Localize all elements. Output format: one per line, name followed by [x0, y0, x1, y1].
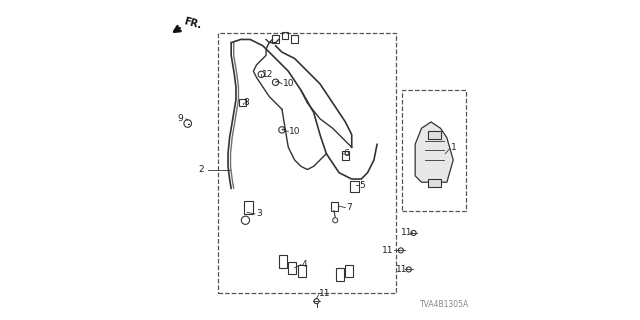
- Text: 7: 7: [346, 203, 352, 212]
- Text: 11: 11: [381, 246, 393, 255]
- Polygon shape: [428, 179, 440, 187]
- Text: 4: 4: [302, 260, 308, 269]
- Polygon shape: [428, 132, 440, 140]
- Text: 6: 6: [343, 149, 349, 158]
- Text: 3: 3: [256, 209, 262, 219]
- Text: 2: 2: [198, 165, 204, 174]
- Text: 11: 11: [319, 289, 331, 298]
- Text: 1: 1: [451, 143, 456, 152]
- Text: 11: 11: [401, 228, 412, 237]
- Text: 5: 5: [359, 181, 365, 190]
- Text: 9: 9: [178, 114, 184, 123]
- Text: TVA4B1305A: TVA4B1305A: [420, 300, 469, 309]
- Text: 10: 10: [289, 127, 301, 136]
- Text: 10: 10: [283, 79, 294, 88]
- Text: 8: 8: [244, 99, 250, 108]
- Text: FR.: FR.: [183, 17, 203, 31]
- Text: 12: 12: [262, 70, 274, 79]
- Polygon shape: [415, 122, 453, 182]
- Text: 11: 11: [396, 265, 407, 274]
